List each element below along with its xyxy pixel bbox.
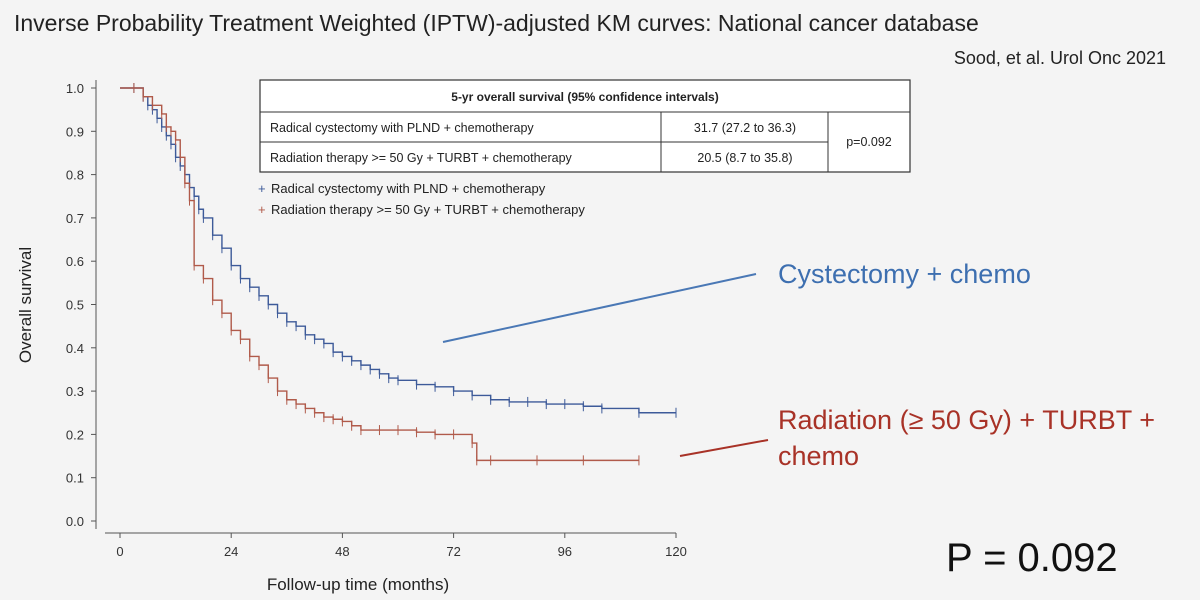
y-tick-label: 0.2 [66,427,84,442]
y-tick-label: 1.0 [66,81,84,96]
legend-marker-series-0: + [258,181,266,196]
p-value-large: P = 0.092 [946,536,1118,580]
cystectomy-annotation: Cystectomy + chemo [778,259,1031,289]
table-frame [259,79,911,173]
citation: Sood, et al. Urol Onc 2021 [953,48,1166,68]
survival-table: 5-yr overall survival (95% confidence in… [259,79,911,173]
table-pvalue: p=0.092 [846,135,892,149]
x-tick-label: 120 [665,544,687,559]
x-tick-label: 48 [335,544,349,559]
x-tick-label: 72 [446,544,460,559]
legend-label-series-0: Radical cystectomy with PLND + chemother… [271,181,546,196]
red-pointer-line [679,439,769,457]
table-header: 5-yr overall survival (95% confidence in… [451,90,718,104]
blue-pointer-line [442,273,757,343]
y-tick-label: 0.5 [66,298,84,313]
y-axis-label: Overall survival [16,247,35,363]
x-tick-label: 96 [558,544,572,559]
x-axis-label: Follow-up time (months) [267,575,449,594]
table-row-value: 20.5 (8.7 to 35.8) [697,151,792,165]
table-row-value: 31.7 (27.2 to 36.3) [694,121,796,135]
chart-curves [120,83,677,466]
annotation-pointers [442,273,769,457]
legend-marker-series-1: + [258,202,266,217]
x-tick-label: 24 [224,544,238,559]
chart-legend: + Radical cystectomy with PLND + chemothe… [258,181,585,217]
y-tick-label: 0.0 [66,514,84,529]
y-tick-label: 0.7 [66,211,84,226]
table-row-label: Radiation therapy >= 50 Gy + TURBT + che… [270,151,573,165]
y-tick-label: 0.4 [66,341,84,356]
y-tick-label: 0.6 [66,254,84,269]
y-tick-label: 0.1 [66,471,84,486]
slide-title: Inverse Probability Treatment Weighted (… [14,10,979,36]
table-row-label: Radical cystectomy with PLND + chemother… [270,121,534,135]
legend-label-series-1: Radiation therapy >= 50 Gy + TURBT + che… [271,202,585,217]
radiation-annotation: Radiation (≥ 50 Gy) + TURBT + chemo [778,405,1155,471]
y-tick-label: 0.9 [66,124,84,139]
chart-axes: 0.0 0.1 0.2 0.3 0.4 0.5 0.6 0.7 0.8 0.9 1.0 0 24 48 72… [16,80,687,594]
x-tick-label: 0 [116,544,123,559]
y-tick-label: 0.8 [66,168,84,183]
y-tick-label: 0.3 [66,384,84,399]
